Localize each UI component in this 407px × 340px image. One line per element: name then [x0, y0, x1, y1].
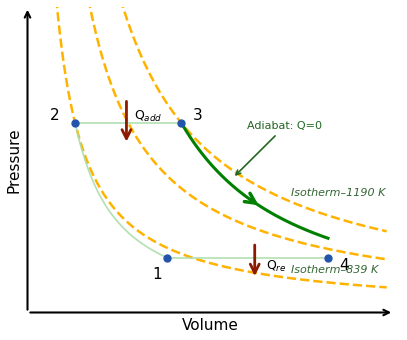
- Text: 3: 3: [193, 108, 202, 123]
- Text: Isotherm–1190 K: Isotherm–1190 K: [291, 188, 386, 198]
- Text: Q$_{add}$: Q$_{add}$: [134, 109, 162, 124]
- Text: Q$_{re}$: Q$_{re}$: [266, 259, 286, 274]
- Text: 2: 2: [50, 108, 59, 123]
- X-axis label: Volume: Volume: [182, 318, 239, 333]
- Text: Adiabat: Q=0: Adiabat: Q=0: [236, 121, 322, 175]
- Text: 1: 1: [152, 267, 162, 282]
- Y-axis label: Pressure: Pressure: [7, 127, 22, 192]
- Text: 4: 4: [339, 258, 349, 273]
- Text: Isotherm–839 K: Isotherm–839 K: [291, 265, 379, 275]
